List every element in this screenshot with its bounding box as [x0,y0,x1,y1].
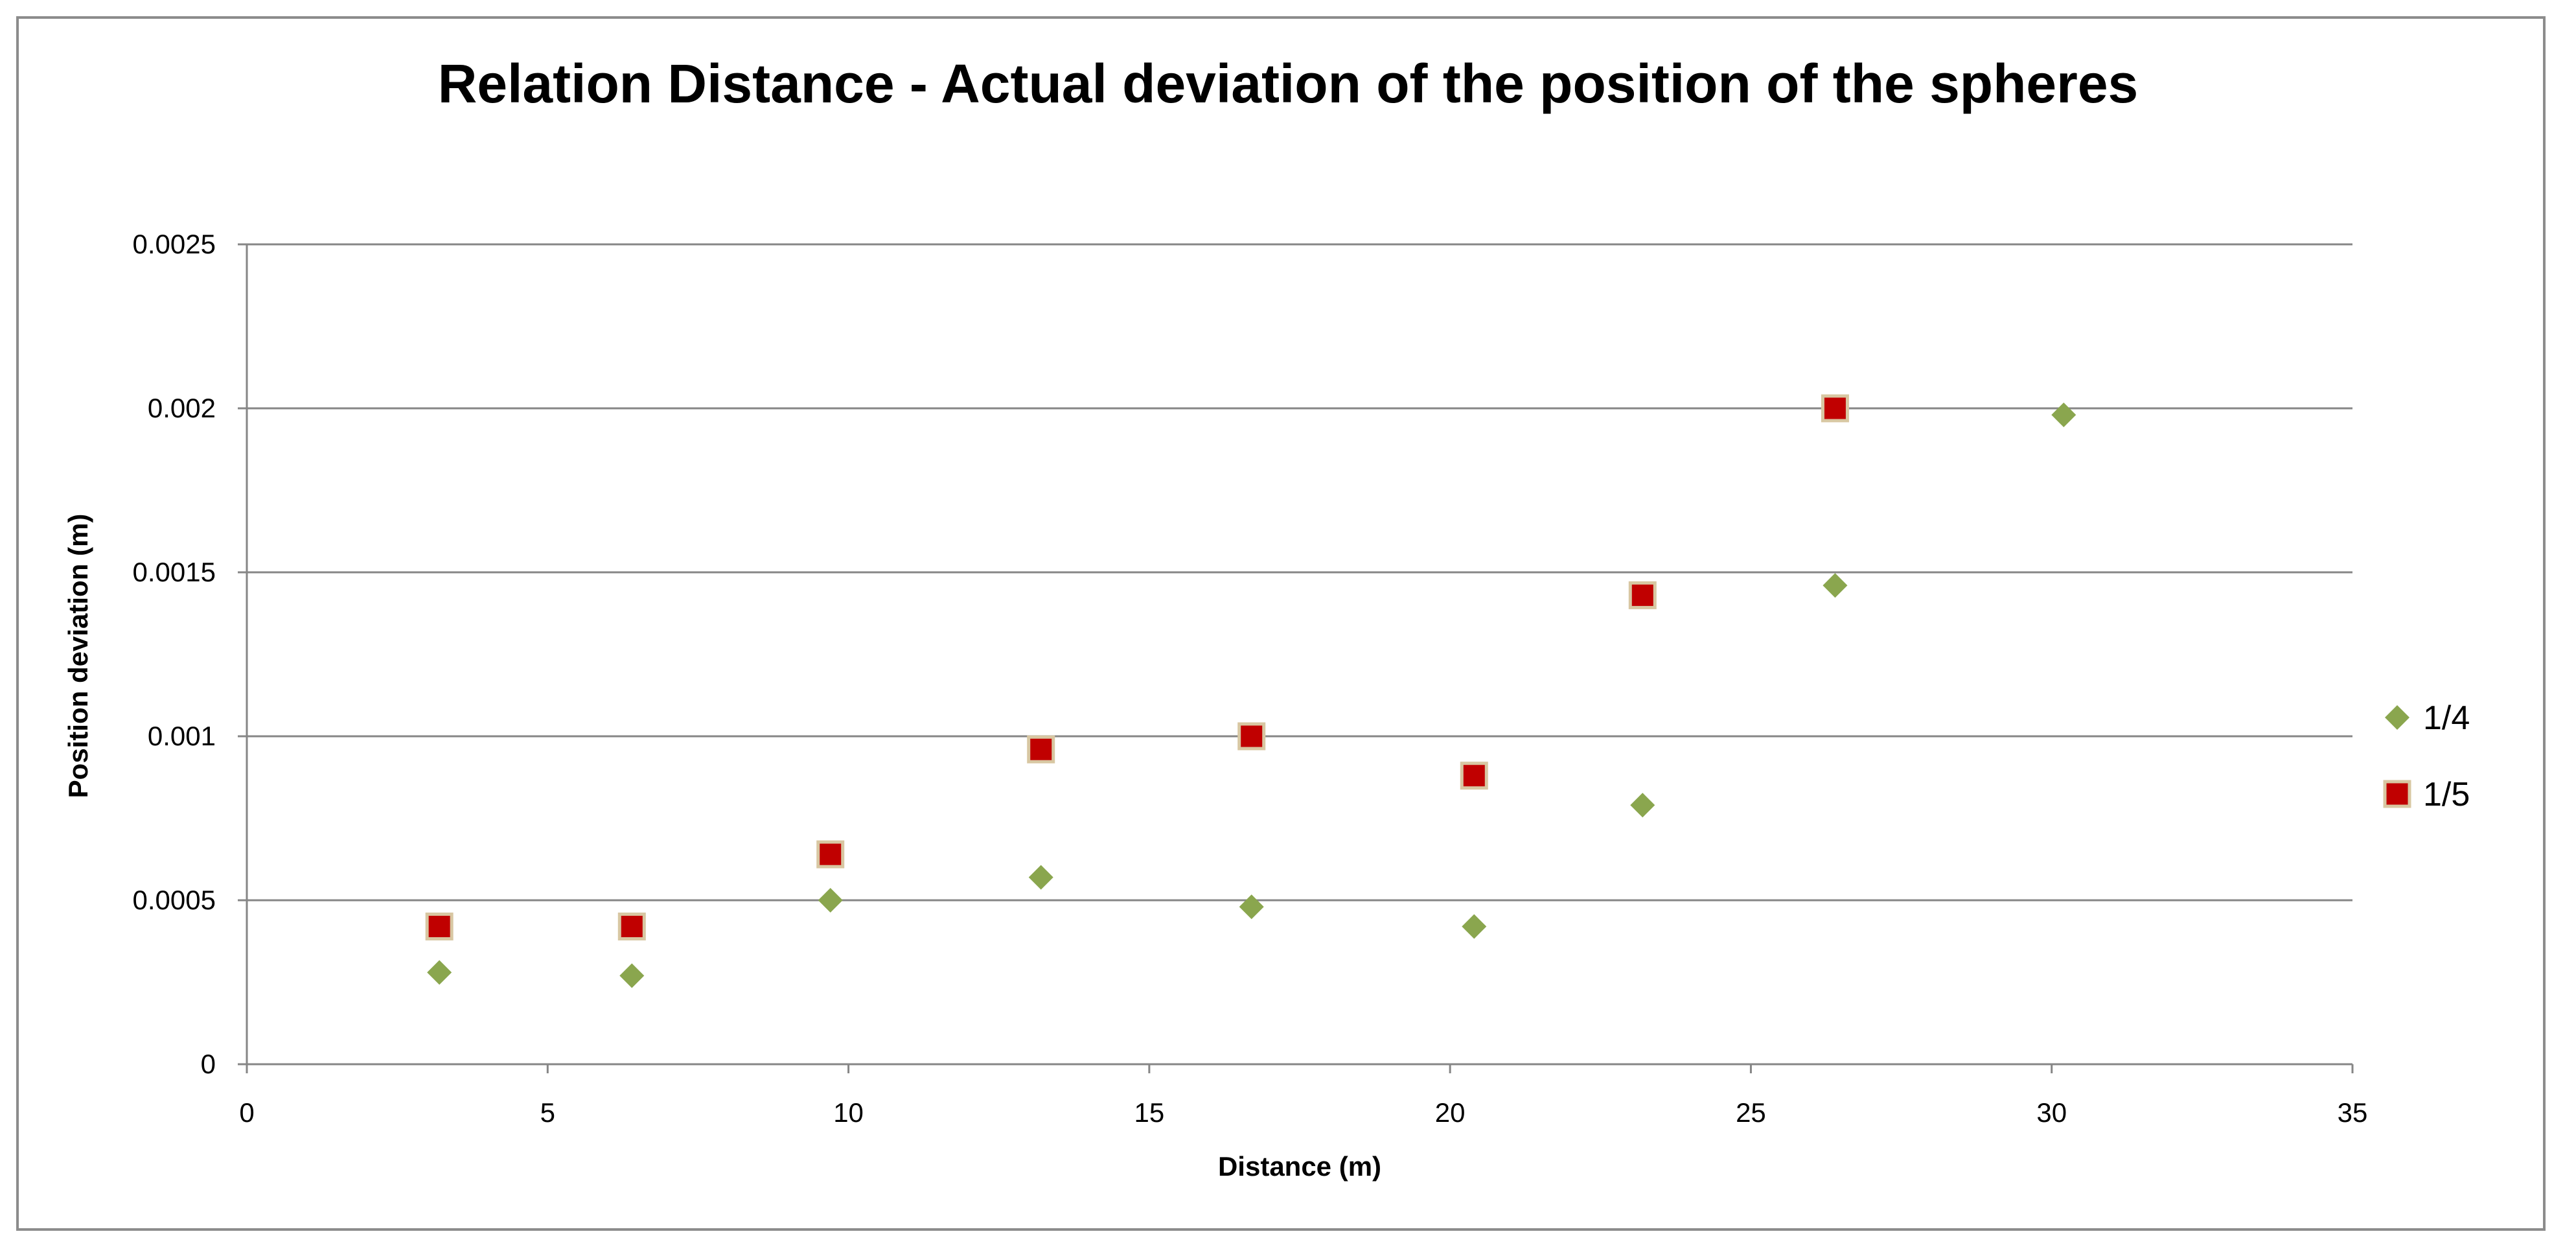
data-point-square [617,912,646,940]
axes [238,243,2354,1073]
data-point-diamond [1630,793,1655,818]
legend-label: 1/5 [2423,776,2470,813]
y-tick-label: 0.002 [148,393,216,423]
y-tick-label: 0 [201,1049,216,1079]
data-point-diamond [2051,402,2076,428]
legend-marker [2383,780,2411,808]
data-point-diamond [427,960,452,985]
y-tick-label: 0.0015 [133,557,216,587]
x-tick-label: 15 [1134,1097,1164,1128]
data-point-square [1027,735,1055,763]
chart-title: Relation Distance - Actual deviation of … [438,53,2139,114]
x-tick-label: 20 [1435,1097,1466,1128]
data-point-diamond [1028,865,1053,890]
x-tick-label: 35 [2338,1097,2368,1128]
data-point-diamond [619,963,645,988]
data-point-diamond [818,888,843,913]
data-point-diamond [1239,894,1264,920]
x-axis-title: Distance (m) [1218,1151,1381,1182]
y-tick-labels: 0 0.0005 0.001 0.0015 0.002 0.0025 [133,229,216,1079]
legend: 1/4 1/5 [2383,699,2470,813]
chart-frame [16,16,2546,1231]
x-tick-labels: 0 5 10 15 20 25 30 35 [239,1097,2367,1128]
data-point-square [425,912,454,940]
data-point-square [816,840,845,868]
data-point-diamond [1823,573,1848,598]
x-tick-label: 30 [2036,1097,2067,1128]
x-tick-label: 0 [239,1097,254,1128]
data-point-square [1237,722,1266,751]
gridlines [247,243,2352,902]
legend-label: 1/4 [2423,699,2470,737]
x-tick-label: 5 [540,1097,555,1128]
data-points [425,394,2076,988]
y-tick-label: 0.0005 [133,885,216,915]
x-tick-label: 10 [833,1097,864,1128]
x-tick-label: 25 [1736,1097,1766,1128]
legend-marker [2385,705,2409,730]
y-tick-label: 0.001 [148,721,216,751]
data-point-diamond [1462,914,1487,939]
y-axis-title: Position deviation (m) [63,514,93,798]
data-point-square [1821,394,1849,423]
data-point-square [1460,762,1488,790]
y-tick-label: 0.0025 [133,229,216,259]
data-point-square [1628,581,1657,609]
